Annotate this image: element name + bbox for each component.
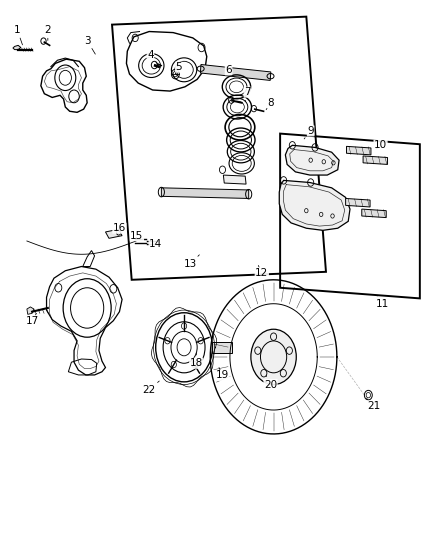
Polygon shape [212,342,232,353]
Text: 1: 1 [14,25,22,45]
Text: 22: 22 [142,381,159,395]
Polygon shape [27,307,34,314]
Circle shape [251,329,296,384]
Text: 16: 16 [113,223,126,235]
Polygon shape [346,147,371,155]
Polygon shape [286,146,339,175]
Text: 6: 6 [225,65,232,76]
Text: 8: 8 [266,98,274,110]
Polygon shape [106,229,122,238]
Text: 10: 10 [374,140,387,150]
Text: 4: 4 [147,50,157,63]
Text: 19: 19 [216,368,229,381]
Text: 15: 15 [130,231,144,241]
Text: 9: 9 [304,126,314,139]
Text: 7: 7 [244,87,251,102]
Text: 17: 17 [25,313,39,326]
Polygon shape [223,175,246,184]
Text: 20: 20 [264,375,277,390]
Polygon shape [346,198,370,207]
Text: 18: 18 [190,353,203,368]
Text: 12: 12 [255,265,268,278]
Text: 13: 13 [184,255,199,269]
Text: 5: 5 [175,62,182,74]
Polygon shape [200,64,271,80]
Text: 3: 3 [84,36,95,54]
Polygon shape [279,180,350,230]
Text: 14: 14 [149,239,162,249]
Text: 11: 11 [376,296,389,309]
Polygon shape [13,45,21,50]
Text: 2: 2 [45,25,51,41]
Polygon shape [161,188,249,198]
Text: 21: 21 [367,398,381,411]
Polygon shape [362,209,386,217]
Polygon shape [363,156,388,165]
